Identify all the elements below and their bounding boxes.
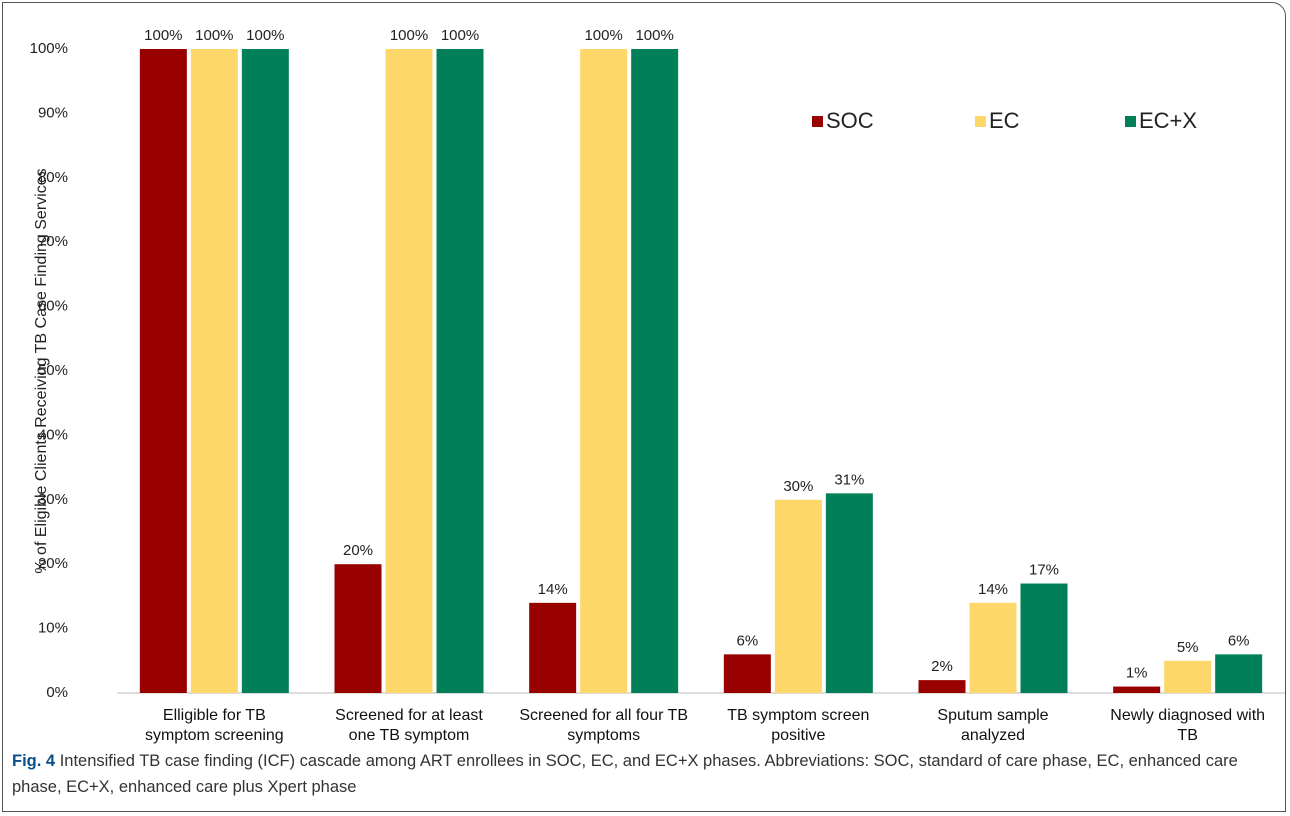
legend-label: EC+X bbox=[1139, 108, 1197, 133]
data-label: 100% bbox=[246, 27, 284, 44]
data-label: 6% bbox=[736, 632, 758, 649]
data-label: 14% bbox=[978, 581, 1008, 598]
data-label: 14% bbox=[538, 581, 568, 598]
bar bbox=[825, 493, 873, 693]
data-label: 100% bbox=[441, 27, 479, 44]
data-label: 6% bbox=[1228, 632, 1250, 649]
legend-swatch bbox=[812, 116, 823, 127]
data-label: 2% bbox=[931, 658, 953, 675]
x-tick-label: Sputum sample analyzed bbox=[937, 707, 1049, 744]
data-label: 5% bbox=[1177, 639, 1199, 656]
y-tick-label: 0% bbox=[46, 684, 68, 701]
data-label: 17% bbox=[1029, 561, 1059, 578]
legend-swatch bbox=[975, 116, 986, 127]
y-tick-label: 20% bbox=[38, 555, 68, 572]
caption: Fig. 4 Intensified TB case finding (ICF)… bbox=[12, 748, 1252, 800]
legend-swatch bbox=[1125, 116, 1136, 127]
y-axis-title: % of Eligible Clients Receiving TB Case … bbox=[33, 168, 50, 573]
bar bbox=[1020, 583, 1068, 693]
bar bbox=[969, 602, 1017, 693]
bar bbox=[334, 564, 382, 693]
y-tick-label: 90% bbox=[38, 104, 68, 121]
data-label: 31% bbox=[834, 471, 864, 488]
y-tick-label: 40% bbox=[38, 426, 68, 443]
bar bbox=[631, 49, 679, 693]
bar bbox=[436, 49, 484, 693]
y-tick-label: 100% bbox=[30, 40, 68, 57]
y-tick-label: 50% bbox=[38, 362, 68, 379]
bar bbox=[190, 49, 238, 693]
x-tick-label: Elligible for TB symptom screening bbox=[144, 707, 284, 744]
bar bbox=[529, 602, 577, 693]
y-tick-label: 10% bbox=[38, 620, 68, 637]
data-label: 20% bbox=[343, 542, 373, 559]
bar bbox=[139, 49, 187, 693]
data-label: 100% bbox=[390, 27, 428, 44]
x-tick-label: TB symptom screen positive bbox=[727, 707, 870, 744]
data-label: 100% bbox=[635, 27, 673, 44]
bar bbox=[774, 499, 822, 693]
bar bbox=[385, 49, 433, 693]
data-label: 100% bbox=[144, 27, 182, 44]
legend-label: SOC bbox=[826, 108, 874, 133]
bar bbox=[1215, 654, 1263, 693]
y-tick-label: 30% bbox=[38, 491, 68, 508]
data-label: 1% bbox=[1126, 665, 1148, 682]
bar bbox=[723, 654, 771, 693]
bar bbox=[1113, 686, 1161, 693]
caption-text: Intensified TB case finding (ICF) cascad… bbox=[12, 752, 1238, 796]
bar bbox=[1164, 660, 1212, 693]
y-tick-label: 60% bbox=[38, 298, 68, 315]
bar bbox=[580, 49, 628, 693]
data-label: 30% bbox=[783, 478, 813, 495]
bar bbox=[241, 49, 289, 693]
data-label: 100% bbox=[584, 27, 622, 44]
bar bbox=[918, 680, 966, 693]
y-tick-label: 80% bbox=[38, 169, 68, 186]
data-label: 100% bbox=[195, 27, 233, 44]
x-tick-label: Screened for all four TB symptoms bbox=[519, 707, 688, 744]
x-tick-label: Newly diagnosed with TB bbox=[1110, 707, 1266, 744]
caption-label: Fig. 4 bbox=[12, 752, 56, 770]
y-tick-label: 70% bbox=[38, 233, 68, 250]
legend-label: EC bbox=[989, 108, 1020, 133]
x-tick-label: Screened for at least one TB symptom bbox=[335, 707, 483, 744]
